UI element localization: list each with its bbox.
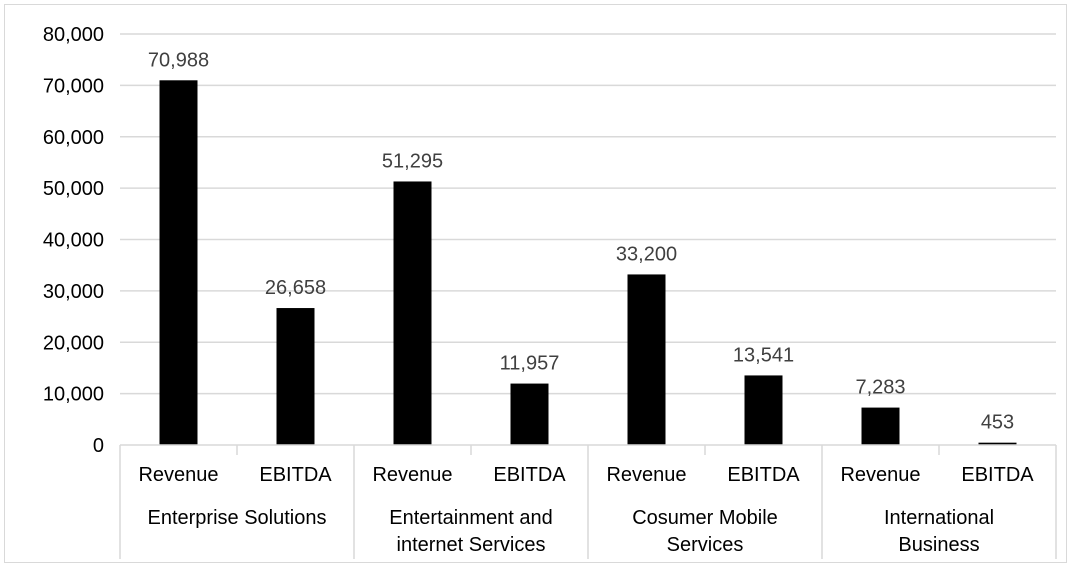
bar [862, 408, 900, 445]
bar [511, 384, 549, 445]
x-category-label: Revenue [138, 464, 218, 486]
bar [628, 274, 666, 445]
y-tick-label: 10,000 [43, 384, 104, 406]
y-tick-label: 80,000 [43, 24, 104, 46]
data-label: 453 [981, 412, 1014, 434]
data-label: 13,541 [733, 344, 794, 366]
y-tick-label: 0 [93, 435, 104, 457]
x-group-label: Entertainment and [389, 507, 552, 529]
bar [160, 80, 198, 445]
bar [277, 308, 315, 445]
data-label: 11,957 [500, 353, 560, 375]
y-tick-label: 70,000 [43, 75, 104, 97]
x-category-label: Revenue [606, 464, 686, 486]
x-category-label: EBITDA [727, 464, 800, 486]
data-label: 70,988 [148, 49, 209, 71]
data-label: 33,200 [616, 243, 677, 265]
x-group-label: Cosumer Mobile [632, 507, 778, 529]
x-group-label: Enterprise Solutions [148, 507, 327, 529]
gridlines [120, 34, 1056, 394]
x-group-label: internet Services [397, 534, 546, 556]
data-label: 26,658 [265, 277, 326, 299]
y-tick-label: 20,000 [43, 332, 104, 354]
data-label: 7,283 [855, 377, 905, 399]
bar [394, 181, 432, 445]
y-tick-label: 60,000 [43, 127, 104, 149]
y-tick-label: 40,000 [43, 230, 104, 252]
x-group-label: Services [667, 534, 744, 556]
y-axis: 0 10,000 20,000 30,000 40,000 50,000 60,000 70,… [43, 24, 104, 457]
x-group-label: International [884, 507, 994, 529]
x-category-label: EBITDA [493, 464, 566, 486]
x-axis: Revenue EBITDA Enterprise Solutions Revenue… [120, 445, 1056, 559]
x-category-label: Revenue [372, 464, 452, 486]
x-category-label: EBITDA [259, 464, 332, 486]
bar [745, 375, 783, 445]
x-category-label: Revenue [840, 464, 920, 486]
y-tick-label: 50,000 [43, 178, 104, 200]
data-label: 51,295 [382, 150, 443, 172]
y-tick-label: 30,000 [43, 281, 104, 303]
x-group-label: Business [898, 534, 979, 556]
x-category-label: EBITDA [961, 464, 1034, 486]
